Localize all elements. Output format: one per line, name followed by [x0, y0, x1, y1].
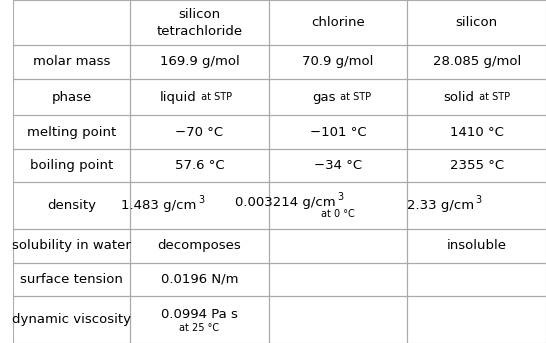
Text: silicon: silicon [456, 16, 498, 29]
Text: boiling point: boiling point [30, 159, 113, 172]
Text: 3: 3 [476, 195, 482, 205]
Text: 1410 °C: 1410 °C [450, 126, 503, 139]
Text: at STP: at STP [198, 92, 233, 102]
Text: 169.9 g/mol: 169.9 g/mol [159, 56, 239, 68]
Text: decomposes: decomposes [158, 239, 241, 252]
Text: at STP: at STP [476, 92, 510, 102]
Text: 0.003214 g/cm: 0.003214 g/cm [235, 196, 335, 209]
Text: at 0 °C: at 0 °C [321, 209, 355, 219]
Text: 57.6 °C: 57.6 °C [175, 159, 224, 172]
Text: 2355 °C: 2355 °C [450, 159, 504, 172]
Text: molar mass: molar mass [33, 56, 110, 68]
Text: solubility in water: solubility in water [12, 239, 131, 252]
Text: 3: 3 [198, 195, 205, 205]
Text: phase: phase [51, 91, 92, 104]
Text: 2.33 g/cm: 2.33 g/cm [407, 199, 474, 212]
Text: −34 °C: −34 °C [314, 159, 362, 172]
Text: density: density [47, 199, 96, 212]
Text: insoluble: insoluble [447, 239, 507, 252]
Text: 0.0994 Pa s: 0.0994 Pa s [161, 308, 238, 321]
Text: 3: 3 [337, 192, 343, 202]
Text: surface tension: surface tension [20, 273, 123, 286]
Text: at STP: at STP [337, 92, 371, 102]
Text: silicon
tetrachloride: silicon tetrachloride [157, 8, 242, 38]
Text: −70 °C: −70 °C [175, 126, 223, 139]
Text: solid: solid [443, 91, 474, 104]
Text: gas: gas [312, 91, 335, 104]
Text: 1.483 g/cm: 1.483 g/cm [121, 199, 197, 212]
Text: dynamic viscosity: dynamic viscosity [12, 313, 131, 326]
Text: at 25 °C: at 25 °C [180, 323, 219, 333]
Text: liquid: liquid [160, 91, 197, 104]
Text: 28.085 g/mol: 28.085 g/mol [432, 56, 521, 68]
Text: chlorine: chlorine [311, 16, 365, 29]
Text: 70.9 g/mol: 70.9 g/mol [302, 56, 374, 68]
Text: −101 °C: −101 °C [310, 126, 366, 139]
Text: 0.0196 N/m: 0.0196 N/m [161, 273, 238, 286]
Text: melting point: melting point [27, 126, 116, 139]
